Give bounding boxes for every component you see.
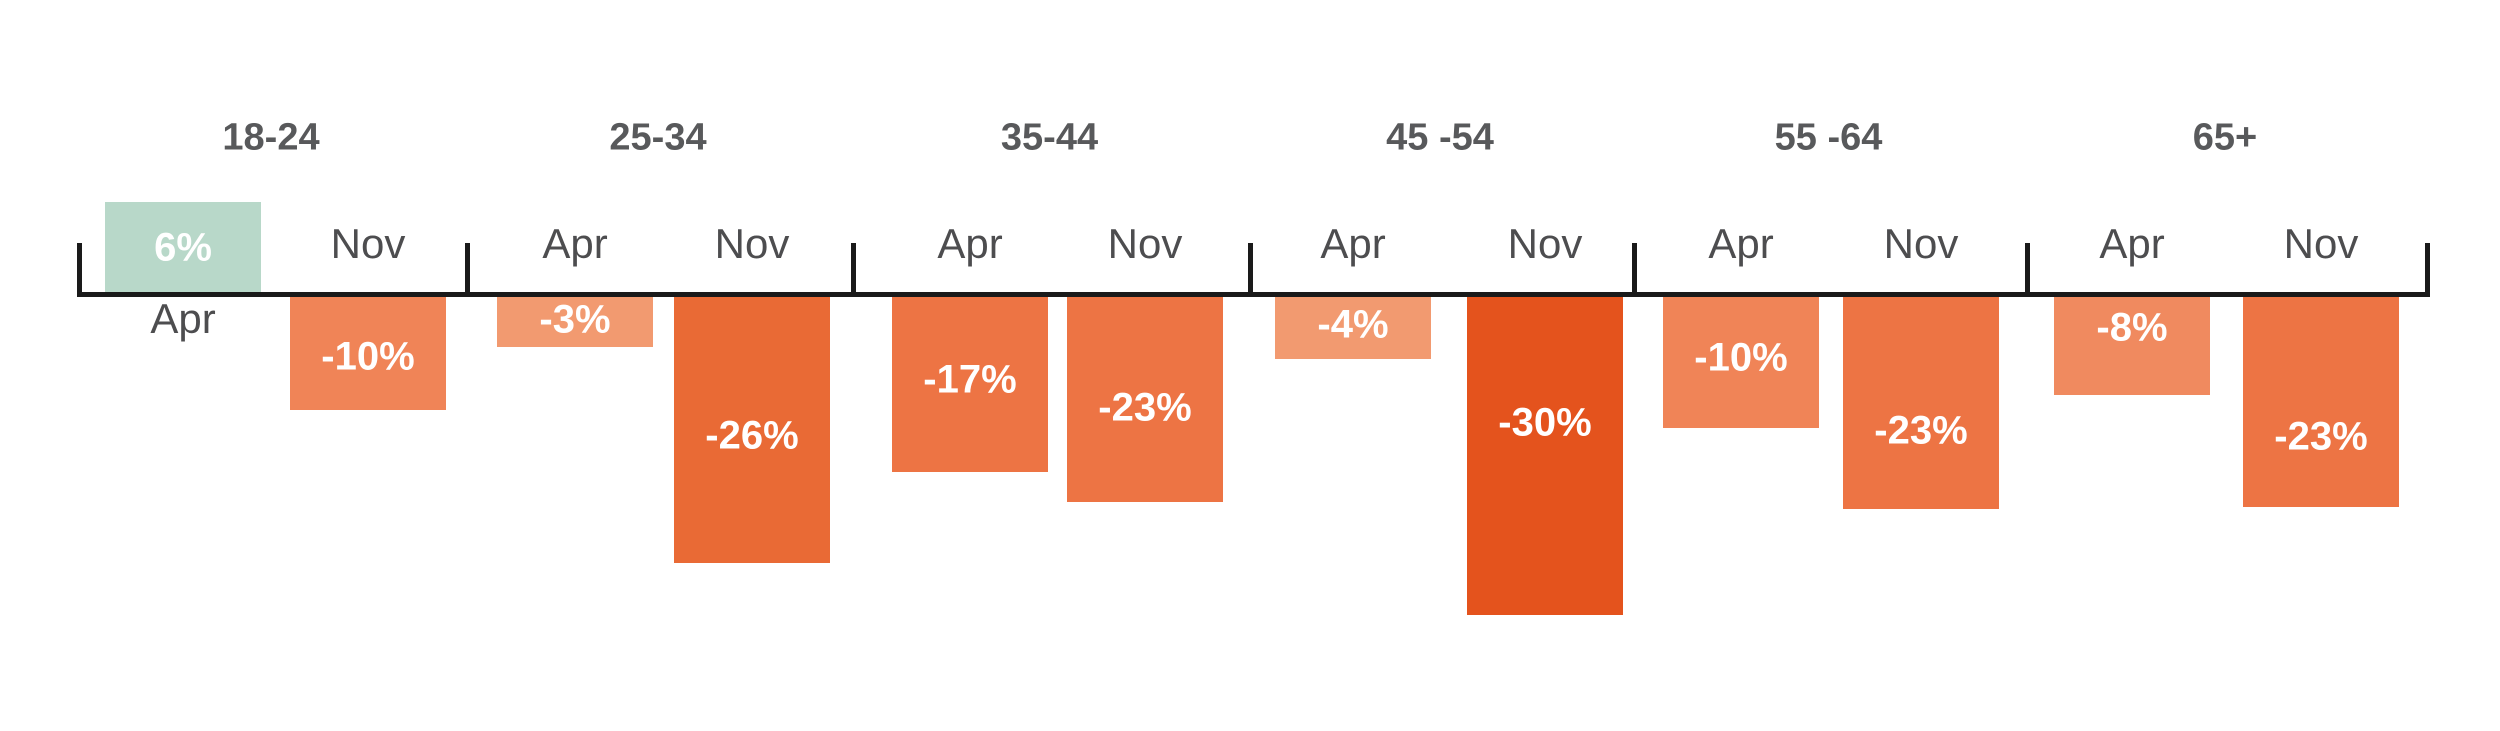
category-label-35-44: 35-44 — [1000, 116, 1099, 159]
value-label-apr-55-64: -10% — [1694, 335, 1788, 380]
value-label-nov-65: -23% — [2274, 414, 2368, 459]
bar-apr-25-34 — [497, 292, 653, 347]
series-label-apr-18-24: Apr — [150, 295, 216, 342]
series-label-apr-25-34: Apr — [542, 220, 608, 267]
axis-tick-1 — [465, 243, 470, 297]
value-label-nov-55-64: -23% — [1874, 408, 1968, 453]
x-axis-baseline — [77, 292, 2430, 297]
series-label-nov-25-34: Nov — [714, 220, 790, 267]
category-label-18-24: 18-24 — [222, 116, 320, 159]
series-label-apr-45-54: Apr — [1320, 220, 1386, 267]
axis-tick-6 — [2425, 243, 2430, 297]
value-label-apr-65: -8% — [2096, 305, 2168, 350]
value-label-apr-35-44: -17% — [923, 357, 1017, 402]
value-label-nov-45-54: -30% — [1498, 400, 1592, 445]
series-label-apr-55-64: Apr — [1708, 220, 1774, 267]
bar-apr-18-24 — [105, 202, 261, 292]
axis-tick-2 — [851, 243, 856, 297]
axis-tick-3 — [1248, 243, 1253, 297]
category-label-45-54: 45 -54 — [1386, 116, 1494, 159]
bar-apr-65 — [2054, 292, 2210, 395]
bar-nov-45-54 — [1467, 292, 1623, 615]
value-label-apr-25-34: -3% — [539, 297, 611, 342]
series-label-apr-35-44: Apr — [937, 220, 1003, 267]
value-label-nov-18-24: -10% — [321, 334, 415, 379]
series-label-nov-45-54: Nov — [1507, 220, 1583, 267]
value-label-nov-25-34: -26% — [705, 413, 799, 458]
category-label-55-64: 55 -64 — [1774, 116, 1883, 159]
axis-tick-4 — [1632, 243, 1637, 297]
series-label-nov-18-24: Nov — [330, 220, 406, 267]
value-label-apr-45-54: -4% — [1317, 302, 1389, 347]
bar-apr-55-64 — [1663, 292, 1819, 428]
value-label-nov-35-44: -23% — [1098, 385, 1192, 430]
category-label-25-34: 25-34 — [609, 116, 707, 159]
series-label-nov-55-64: Nov — [1883, 220, 1959, 267]
bar-apr-45-54 — [1275, 292, 1431, 359]
series-label-apr-65: Apr — [2099, 220, 2165, 267]
bar-nov-35-44 — [1067, 292, 1223, 502]
bar-nov-18-24 — [290, 292, 446, 410]
bar-nov-65 — [2243, 292, 2399, 507]
bar-nov-25-34 — [674, 292, 830, 563]
bar-apr-35-44 — [892, 292, 1048, 472]
category-label-65: 65+ — [2192, 116, 2258, 159]
series-label-nov-65: Nov — [2283, 220, 2359, 267]
value-label-apr-18-24: 6% — [154, 225, 212, 270]
bar-nov-55-64 — [1843, 292, 1999, 509]
axis-tick-0 — [77, 243, 82, 297]
axis-tick-5 — [2025, 243, 2030, 297]
series-label-nov-35-44: Nov — [1107, 220, 1183, 267]
